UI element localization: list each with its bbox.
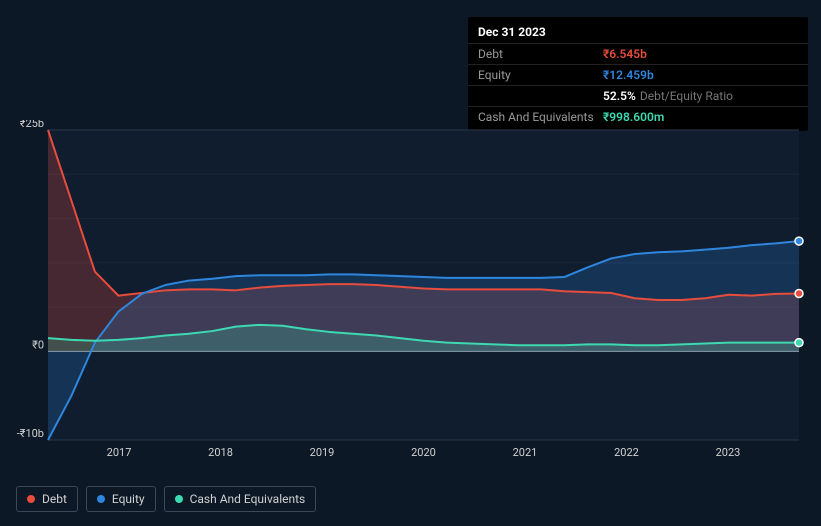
- svg-text:2022: 2022: [614, 446, 639, 459]
- legend-dot: [175, 495, 183, 503]
- svg-text:2019: 2019: [310, 446, 335, 459]
- legend-dot: [97, 495, 105, 503]
- tooltip-date: Dec 31 2023: [468, 21, 808, 44]
- tooltip-label: Equity: [478, 68, 603, 82]
- legend-dot: [27, 495, 35, 503]
- tooltip-label: [478, 89, 603, 103]
- legend-label: Cash And Equivalents: [190, 492, 306, 506]
- svg-text:₹0: ₹0: [32, 338, 44, 351]
- tooltip-extra: Debt/Equity Ratio: [640, 89, 733, 103]
- svg-text:2017: 2017: [107, 446, 132, 459]
- svg-text:2023: 2023: [716, 446, 741, 459]
- tooltip-label: Debt: [478, 47, 603, 61]
- legend-label: Equity: [112, 492, 145, 506]
- balance-chart: ₹25b ₹0 -₹10b 2017 2018 2019 2020 2021 2022 2023: [16, 120, 805, 466]
- tooltip-value: ₹6.545b: [603, 47, 647, 61]
- svg-text:2020: 2020: [411, 446, 436, 459]
- tooltip-row: Equity₹12.459b: [468, 65, 808, 86]
- tooltip-row: 52.5%Debt/Equity Ratio: [468, 86, 808, 107]
- data-tooltip: Dec 31 2023 Debt₹6.545bEquity₹12.459b52.…: [468, 17, 808, 131]
- svg-text:-₹10b: -₹10b: [17, 427, 44, 440]
- svg-text:₹25b: ₹25b: [20, 120, 44, 130]
- legend-item-equity[interactable]: Equity: [86, 486, 156, 512]
- legend-item-debt[interactable]: Debt: [16, 486, 78, 512]
- legend-item-cash-and-equivalents[interactable]: Cash And Equivalents: [164, 486, 317, 512]
- tooltip-value: 52.5%Debt/Equity Ratio: [603, 89, 733, 103]
- legend: Debt Equity Cash And Equivalents: [16, 486, 316, 512]
- svg-text:2021: 2021: [513, 446, 538, 459]
- chart-svg: ₹25b ₹0 -₹10b 2017 2018 2019 2020 2021 2022 2023: [16, 120, 805, 466]
- legend-label: Debt: [42, 492, 67, 506]
- tooltip-row: Debt₹6.545b: [468, 44, 808, 65]
- svg-text:2018: 2018: [208, 446, 233, 459]
- tooltip-value: ₹12.459b: [603, 68, 654, 82]
